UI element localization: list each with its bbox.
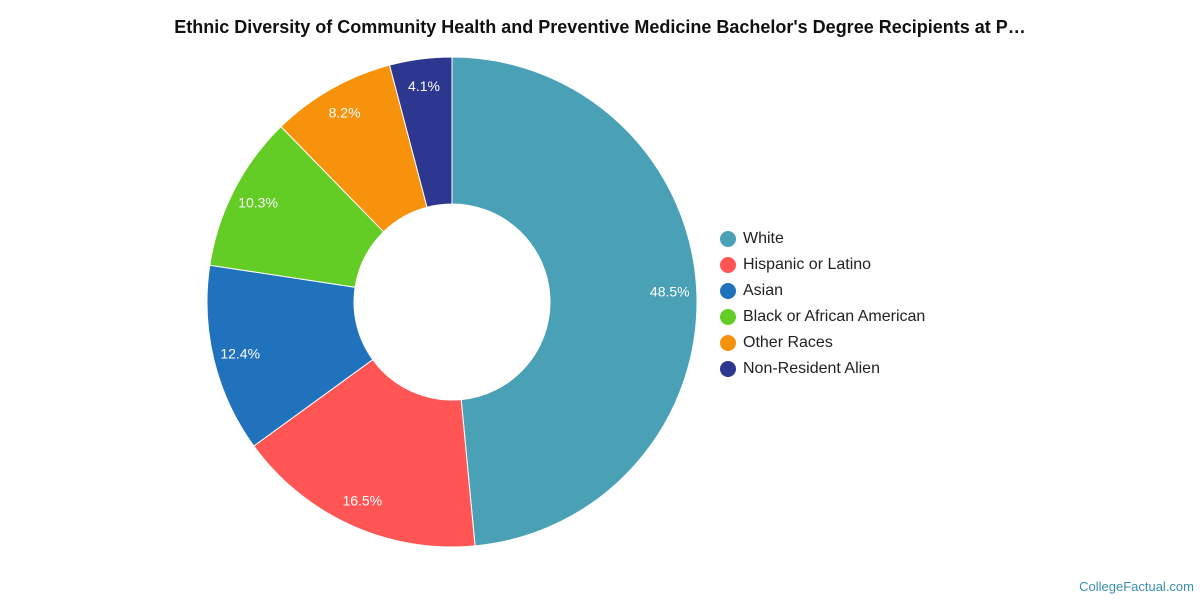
slice-label-hispanic-or-latino: 16.5% xyxy=(342,493,382,509)
legend-swatch xyxy=(720,231,736,247)
legend-item-other-races[interactable]: Other Races xyxy=(720,330,925,356)
legend-label: Other Races xyxy=(743,334,833,351)
slice-label-asian: 12.4% xyxy=(220,346,260,362)
slice-white[interactable] xyxy=(451,56,698,547)
legend-swatch xyxy=(720,309,736,325)
legend-item-asian[interactable]: Asian xyxy=(720,278,925,304)
legend-swatch xyxy=(720,335,736,351)
legend-item-non-resident-alien[interactable]: Non-Resident Alien xyxy=(720,356,925,382)
legend-swatch xyxy=(720,361,736,377)
chart-title: Ethnic Diversity of Community Health and… xyxy=(174,17,1026,37)
legend-label: Asian xyxy=(743,282,784,299)
slice-black-or-african-american[interactable] xyxy=(209,125,385,288)
slice-label-black-or-african-american: 10.3% xyxy=(238,194,278,210)
legend-label: White xyxy=(743,230,784,247)
legend-item-white[interactable]: White xyxy=(720,226,925,252)
chart-legend: White Hispanic or Latino Asian Black or Afr… xyxy=(720,226,925,382)
slice-label-other-races: 8.2% xyxy=(329,104,361,120)
credit-link[interactable]: CollegeFactual.com xyxy=(1079,579,1194,594)
legend-label: Hispanic or Latino xyxy=(743,256,872,273)
slice-label-white: 48.5% xyxy=(650,284,690,300)
slice-asian[interactable] xyxy=(206,264,374,447)
legend-swatch xyxy=(720,283,736,299)
legend-swatch xyxy=(720,257,736,273)
legend-item-hispanic-or-latino[interactable]: Hispanic or Latino xyxy=(720,252,925,278)
slice-hispanic-or-latino[interactable] xyxy=(253,358,476,548)
legend-item-black-or-african-american[interactable]: Black or African American xyxy=(720,304,925,330)
slice-label-non-resident-alien: 4.1% xyxy=(408,78,440,94)
legend-label: Non-Resident Alien xyxy=(743,360,880,377)
slice-non-resident-alien[interactable] xyxy=(388,56,453,208)
legend-label: Black or African American xyxy=(743,308,926,325)
